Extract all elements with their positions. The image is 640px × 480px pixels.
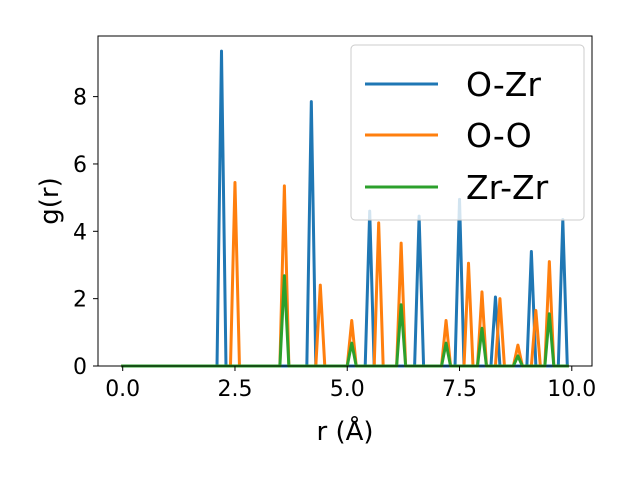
x-tick-label: 7.5	[442, 377, 477, 402]
legend-label-o-zr: O-Zr	[466, 65, 541, 104]
x-tick-label: 0.0	[105, 377, 140, 402]
y-tick-label: 4	[73, 220, 87, 245]
y-tick-label: 0	[73, 355, 87, 380]
y-axis-label: g(r)	[35, 177, 65, 224]
y-axis: 0 2 4 6 8	[73, 86, 98, 380]
x-tick-label: 2.5	[217, 377, 252, 402]
x-tick-label: 5.0	[330, 377, 365, 402]
y-tick-label: 8	[73, 86, 87, 111]
y-tick-label: 6	[73, 153, 87, 178]
x-tick-label: 10.0	[547, 377, 596, 402]
legend-label-zr-zr: Zr-Zr	[466, 168, 549, 207]
x-axis-label: r (Å)	[316, 415, 373, 447]
legend-label-o-o: O-O	[466, 116, 532, 155]
x-axis: 0.0 2.5 5.0 7.5 10.0	[105, 366, 596, 402]
plot-frame	[97, 35, 593, 367]
legend-box	[350, 44, 585, 221]
y-tick-label: 2	[73, 288, 87, 313]
legend: O-Zr O-O Zr-Zr	[350, 44, 585, 221]
